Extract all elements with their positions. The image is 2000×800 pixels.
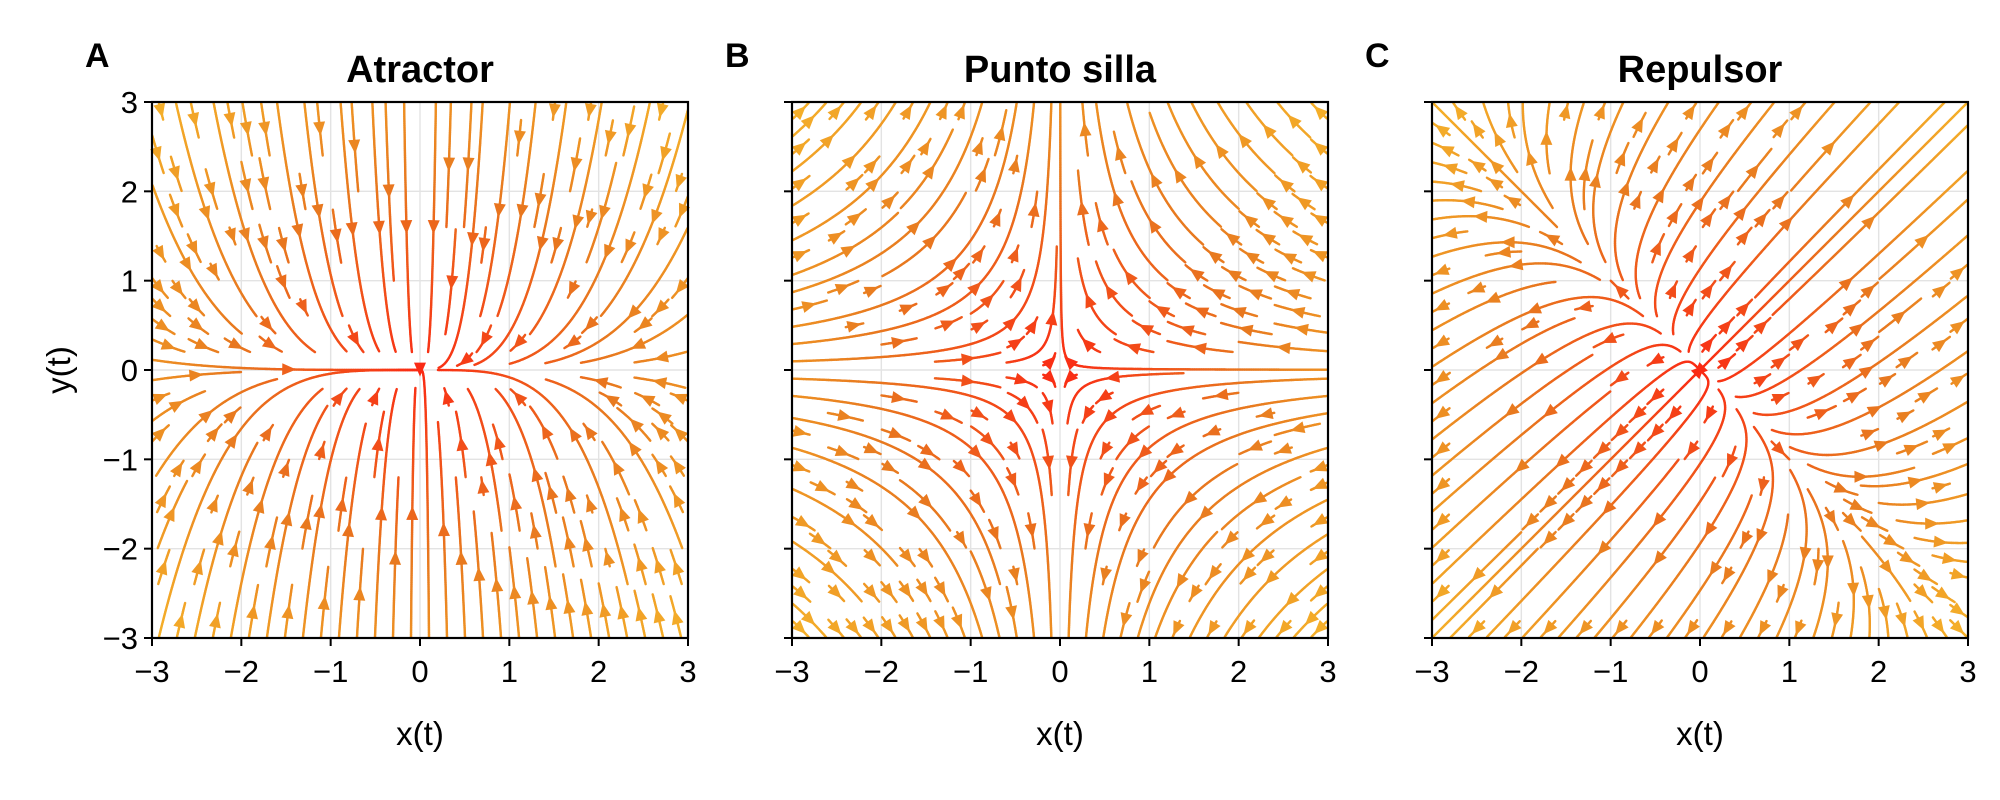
panel-title-atractor: Atractor xyxy=(346,49,494,91)
streamline-segment xyxy=(601,440,605,445)
streamline-segment xyxy=(562,475,566,480)
streamline-segment xyxy=(437,365,442,370)
streamline-segment xyxy=(215,494,220,499)
streamline-segment xyxy=(377,387,381,392)
streamline-segment xyxy=(181,459,185,464)
streamline-segment xyxy=(528,405,533,410)
streamline-segment xyxy=(544,471,548,476)
streamline-segment xyxy=(598,391,603,395)
streamline-segment xyxy=(634,391,639,396)
streamline-segment xyxy=(166,424,171,428)
streamline-segment xyxy=(466,387,470,392)
streamline-segment xyxy=(166,392,171,396)
streamline-segment xyxy=(651,422,655,427)
streamline-segment xyxy=(167,548,171,553)
streamline-segment xyxy=(202,453,207,458)
streamline-segment xyxy=(237,406,242,410)
streamline-segment xyxy=(544,378,549,382)
streamline-segment xyxy=(455,363,460,367)
streamline-segment xyxy=(202,548,206,553)
streamline-segment xyxy=(270,423,275,428)
streamline-segment xyxy=(669,424,674,428)
grid-lines xyxy=(152,102,688,638)
streamline-segment xyxy=(443,387,447,392)
streamline-segment xyxy=(357,387,361,392)
streamline-segment xyxy=(325,404,329,409)
streamline-segment xyxy=(167,485,172,490)
streamline-segment xyxy=(395,387,398,393)
streamline-segment xyxy=(494,387,499,392)
streamline-segment xyxy=(616,406,620,411)
streamline-segment xyxy=(633,543,637,548)
streamline-segment xyxy=(185,479,189,484)
panel-letter-a: A xyxy=(85,37,110,75)
streamline-segment xyxy=(344,387,348,392)
streamline-segment xyxy=(251,476,255,481)
streamline-segment xyxy=(669,548,673,553)
streamline-segment xyxy=(287,458,291,463)
streamline-segment xyxy=(651,407,656,411)
streamline-segment xyxy=(669,455,674,460)
streamline-segment xyxy=(473,363,478,367)
streamline-segment xyxy=(322,440,326,445)
streamline-segment xyxy=(585,494,589,499)
streamline-segment xyxy=(491,423,495,428)
streamline-segment xyxy=(255,441,259,446)
streamline-segment xyxy=(668,485,673,490)
streamline-segment xyxy=(633,499,637,504)
streamline-segment xyxy=(319,387,324,392)
streamline-segment xyxy=(651,453,655,458)
streamline-segment xyxy=(219,423,223,427)
streamline-segment xyxy=(615,497,619,502)
streamline-segment xyxy=(651,546,655,552)
streamline-segment xyxy=(202,389,207,394)
streamline-segment xyxy=(582,422,586,427)
streamline-segment xyxy=(509,388,514,392)
streamline-segment xyxy=(669,392,674,396)
